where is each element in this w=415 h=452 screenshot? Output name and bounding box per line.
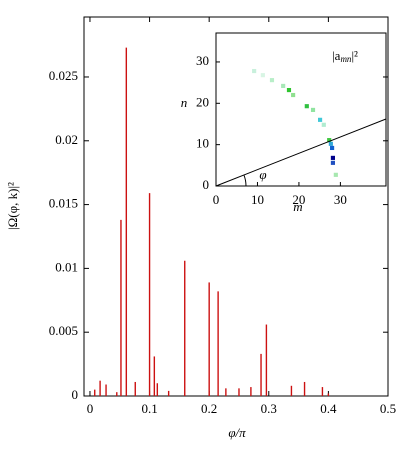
x-tick-label: 0 [213,192,220,207]
cell [330,160,335,165]
angle-line [215,118,387,187]
x-axis-label: φ/π [228,425,246,440]
y-tick-label: 10 [196,136,209,151]
x-tick-label: 10 [251,192,264,207]
x-axis-label: m [293,199,302,214]
inset-label-part: |a [332,48,341,63]
angle-arc [243,174,247,187]
y-tick-label: 0.005 [49,323,78,338]
cell [318,117,323,122]
plot-frame [83,16,389,397]
cell [328,141,333,146]
x-tick-label: 30 [334,192,347,207]
cell [321,122,326,127]
y-tick-label: 0.02 [55,132,78,147]
y-tick-label: 0 [72,387,79,402]
cell [330,145,335,151]
y-tick-label: 0.025 [49,68,78,83]
x-tick-label: 20 [292,192,305,207]
inset-label-part: mn [340,54,351,64]
cell [291,92,296,98]
y-axis-label: |Ω(φ, k)|² [5,182,20,230]
angle-label: φ [259,167,266,182]
y-tick-label: 0.015 [49,196,78,211]
x-tick-label: 0.1 [141,401,157,416]
cell [333,172,338,177]
y-tick-label: 0 [203,177,210,192]
cell [281,83,286,88]
y-tick-label: 20 [196,94,209,109]
cell [304,104,309,109]
y-axis-label: n [181,95,188,110]
inset-frame [215,32,387,187]
y-tick-label: 0.01 [55,259,78,274]
y-tick-label: 30 [196,53,209,68]
cell [260,73,265,78]
x-tick-label: 0.5 [380,401,396,416]
x-tick-label: 0.2 [201,401,217,416]
x-tick-label: 0.3 [261,401,277,416]
x-tick-label: 0 [87,401,94,416]
inset-label: |amn|² [332,48,358,64]
cell [327,138,332,143]
x-tick-label: 0.4 [320,401,337,416]
inset-label-part: |² [351,48,358,63]
cell [330,155,335,160]
cell [286,87,292,93]
cell [252,68,257,74]
cell [269,78,275,83]
cell [310,107,316,112]
